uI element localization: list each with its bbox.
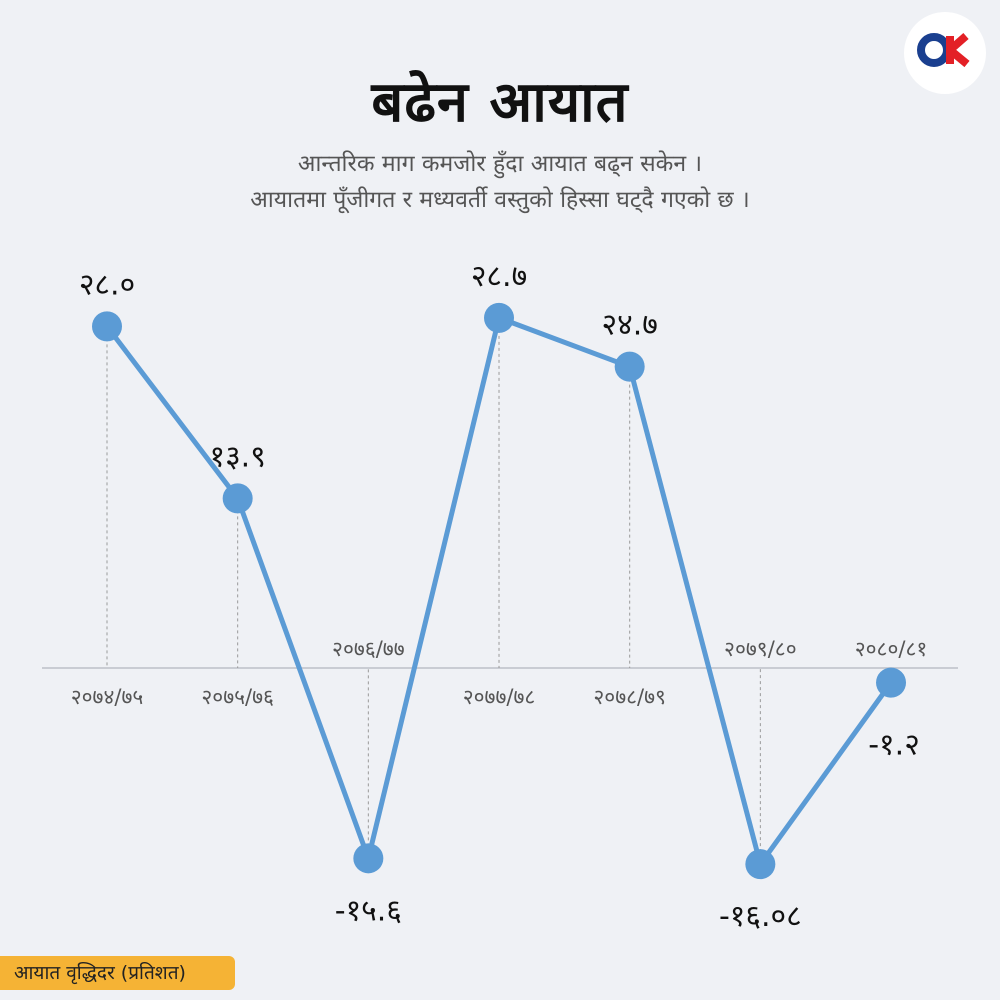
data-label: १३.९: [209, 439, 265, 474]
data-point: [745, 849, 776, 880]
footer-label: आयात वृद्धिदर (प्रतिशत): [0, 956, 235, 990]
logo-k-mark: [946, 32, 970, 68]
x-tick-label: २०७४/७५: [71, 685, 144, 709]
x-tick-label: २०७८/७९: [593, 685, 666, 709]
data-point: [353, 843, 384, 874]
x-tick-label: २०७७/७८: [463, 685, 536, 709]
data-point: [484, 302, 515, 333]
x-tick-label: २०७५/७६: [201, 685, 274, 709]
chart-title: बढेन आयात: [371, 70, 629, 135]
data-point: [92, 311, 122, 342]
data-label: -१६.०८: [719, 899, 802, 934]
ok-logo-icon: [917, 32, 970, 68]
data-point: [614, 351, 645, 382]
onlinekhabar-logo: [904, 12, 986, 94]
subtitle-line-1: आन्तरिक माग कमजोर हुँदा आयात बढ्न सकेन ।: [297, 151, 703, 177]
data-label: -१५.६: [335, 893, 402, 928]
data-point: [222, 483, 253, 514]
series-line: [105, 315, 894, 867]
data-label: २८.०: [79, 267, 135, 302]
data-label: -१.२: [868, 728, 920, 763]
x-tick-label: २०८०/८१: [855, 637, 928, 661]
data-label: २४.७: [602, 308, 658, 343]
x-tick-label: २०७९/८०: [724, 637, 797, 661]
data-point: [876, 667, 907, 698]
data-label: २८.७: [471, 259, 527, 294]
subtitle-line-2: आयातमा पूँजीगत र मध्यवर्ती वस्तुको हिस्स…: [250, 187, 750, 213]
x-tick-label: २०७६/७७: [332, 637, 405, 661]
